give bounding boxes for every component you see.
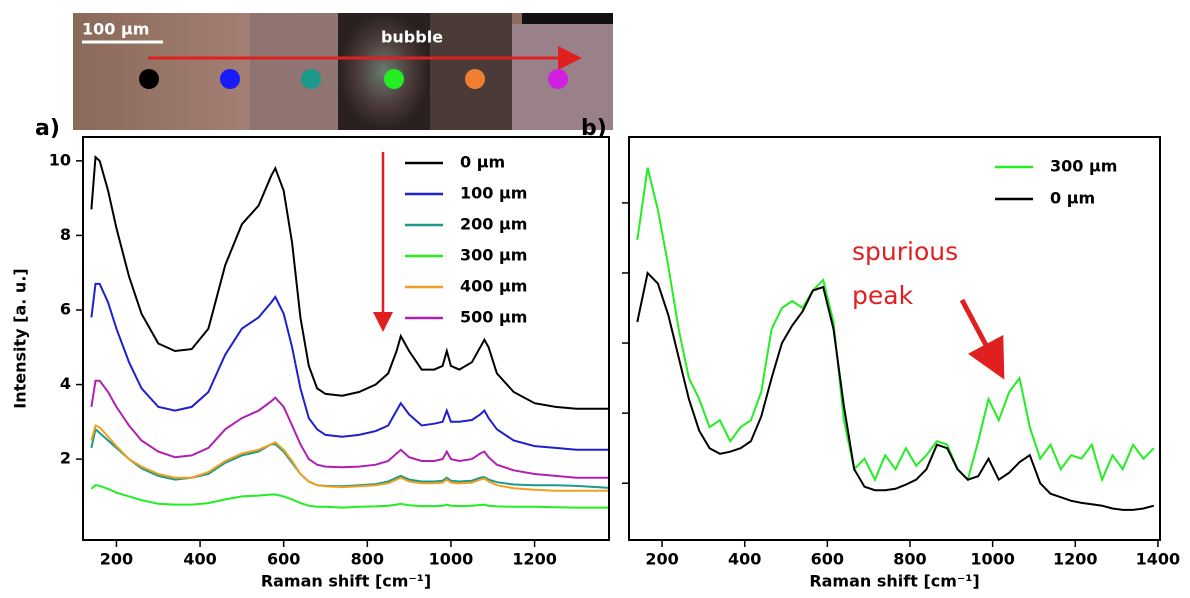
y-axis-label: Intensity [a. u.]	[11, 268, 30, 408]
x-tick-label: 1400	[1136, 550, 1181, 569]
x-tick-label: 200	[100, 550, 133, 569]
annotation: peak	[852, 281, 914, 310]
legend-label: 0 µm	[1050, 189, 1095, 208]
y-tick-label: 2	[60, 449, 71, 468]
position-dot	[548, 69, 568, 89]
position-dot	[139, 69, 159, 89]
x-tick-label: 200	[645, 550, 678, 569]
legend-label: 300 µm	[460, 246, 527, 265]
x-tick-label: 1000	[429, 550, 474, 569]
x-tick-label: 1200	[512, 550, 557, 569]
x-tick-label: 600	[811, 550, 844, 569]
legend-label: 0 µm	[460, 153, 505, 172]
x-tick-label: 600	[267, 550, 300, 569]
series-line	[90, 154, 609, 410]
y-tick-label: 4	[60, 374, 71, 393]
y-tick-label: 6	[60, 299, 71, 318]
y-tick-label: 10	[49, 150, 71, 169]
legend-label: 300 µm	[1050, 157, 1117, 176]
series-line	[636, 167, 1155, 483]
x-tick-label: 1200	[1053, 550, 1098, 569]
y-tick-label: 8	[60, 225, 71, 244]
plot-frame	[628, 136, 1161, 541]
panel-label: b)	[581, 116, 607, 141]
position-dot	[301, 69, 321, 89]
x-axis-label: Raman shift [cm⁻¹]	[261, 572, 431, 591]
plot-frame	[82, 136, 610, 541]
series-line	[90, 424, 609, 492]
scale-label: 100 µm	[82, 20, 149, 39]
x-tick-label: 800	[893, 550, 926, 569]
position-dot	[384, 69, 404, 89]
x-tick-label: 1000	[970, 550, 1015, 569]
position-dot	[220, 69, 240, 89]
series-line	[90, 484, 609, 509]
legend-label: 100 µm	[460, 184, 527, 203]
bubble-label: bubble	[381, 28, 443, 47]
panel-label: a)	[35, 116, 60, 141]
annotation: spurious	[852, 237, 958, 266]
dots	[139, 69, 568, 89]
x-tick-label: 400	[728, 550, 761, 569]
legend-label: 400 µm	[460, 277, 527, 296]
annotation-arrow	[959, 298, 1005, 380]
series-line	[90, 427, 609, 489]
x-axis-label: Raman shift [cm⁻¹]	[809, 572, 979, 591]
series-line	[90, 379, 609, 479]
microscope-strip: 100 µm bubble	[73, 13, 613, 130]
position-dot	[465, 69, 485, 89]
x-tick-label: 400	[183, 550, 216, 569]
series-line	[636, 270, 1155, 511]
legend-label: 500 µm	[460, 308, 527, 327]
legend-label: 200 µm	[460, 215, 527, 234]
x-tick-label: 800	[351, 550, 384, 569]
series-line	[90, 282, 609, 451]
